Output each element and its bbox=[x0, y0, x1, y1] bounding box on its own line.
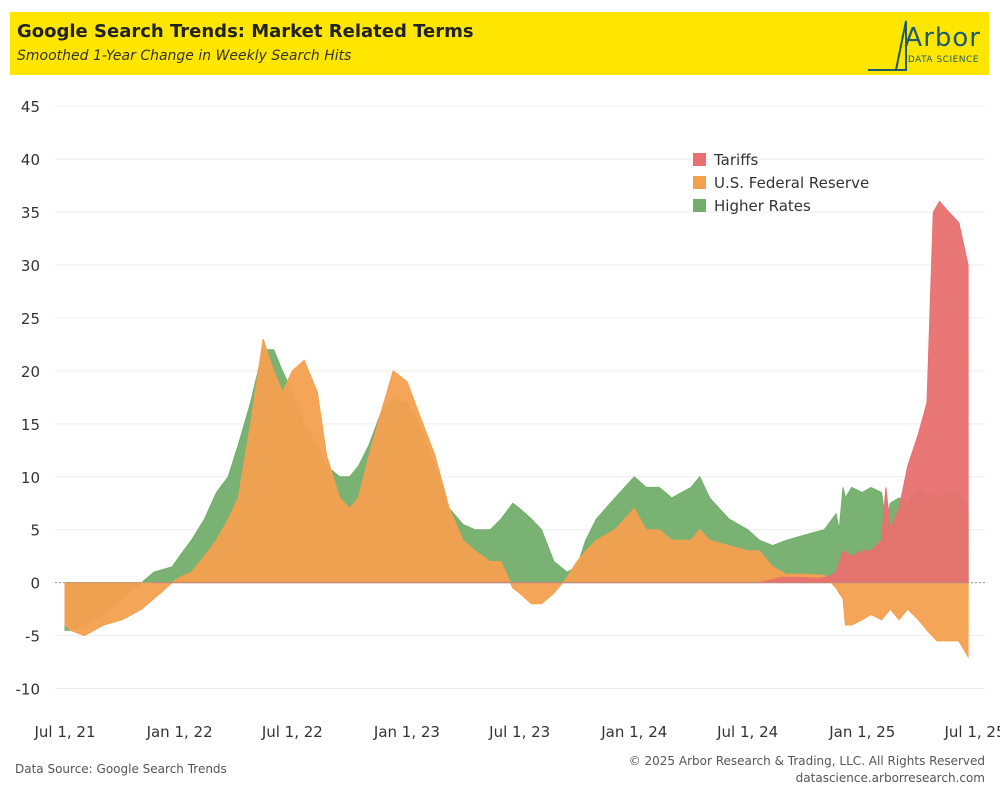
x-tick-label: Jan 1, 25 bbox=[828, 723, 895, 741]
legend-swatch-tariffs bbox=[693, 153, 706, 166]
y-tick-label: -10 bbox=[16, 681, 41, 699]
chart-title: Google Search Trends: Market Related Ter… bbox=[17, 21, 474, 42]
x-tick-label: Jul 1, 22 bbox=[261, 723, 323, 741]
y-tick-label: 0 bbox=[30, 575, 40, 593]
x-tick-label: Jul 1, 21 bbox=[33, 723, 95, 741]
x-tick-label: Jul 1, 24 bbox=[716, 723, 778, 741]
chart-subtitle: Smoothed 1-Year Change in Weekly Search … bbox=[17, 48, 352, 64]
arbor-logo-mark bbox=[868, 20, 907, 71]
chart-header: Google Search Trends: Market Related Ter… bbox=[10, 12, 989, 75]
y-tick-label: 45 bbox=[21, 98, 40, 116]
legend-swatch-fed bbox=[693, 176, 706, 189]
series-area-fed bbox=[64, 338, 969, 659]
legend-swatch-rates bbox=[693, 199, 706, 212]
y-tick-label: 10 bbox=[21, 469, 40, 487]
x-tick-label: Jan 1, 23 bbox=[373, 723, 440, 741]
y-tick-label: -5 bbox=[25, 628, 40, 646]
legend-item-tariffs: Tariffs bbox=[693, 148, 869, 171]
y-tick-label: 15 bbox=[21, 416, 40, 434]
x-tick-label: Jul 1, 23 bbox=[488, 723, 550, 741]
legend-item-fed: U.S. Federal Reserve bbox=[693, 171, 869, 194]
y-tick-label: 20 bbox=[21, 363, 40, 381]
legend-label-fed: U.S. Federal Reserve bbox=[714, 173, 870, 192]
y-tick-label: 40 bbox=[21, 151, 40, 169]
y-tick-label: 5 bbox=[30, 522, 40, 540]
series-area-tariffs bbox=[153, 200, 969, 584]
chart-legend: Tariffs U.S. Federal Reserve Higher Rate… bbox=[693, 148, 869, 217]
x-tick-label: Jul 1, 25 bbox=[943, 723, 1000, 741]
legend-label-tariffs: Tariffs bbox=[714, 150, 759, 169]
y-tick-label: 30 bbox=[21, 257, 40, 275]
logo-word: Arbor bbox=[904, 23, 981, 53]
y-tick-label: 25 bbox=[21, 310, 40, 328]
y-tick-label: 35 bbox=[21, 204, 40, 222]
arbor-logo: Arbor DATA SCIENCE bbox=[866, 18, 981, 72]
x-tick-label: Jan 1, 24 bbox=[600, 723, 667, 741]
x-tick-label: Jan 1, 22 bbox=[146, 723, 213, 741]
legend-label-rates: Higher Rates bbox=[714, 196, 811, 215]
website-text: datascience.arborresearch.com bbox=[795, 771, 985, 785]
logo-sub: DATA SCIENCE bbox=[907, 55, 979, 65]
copyright-text: © 2025 Arbor Research & Trading, LLC. Al… bbox=[628, 754, 985, 768]
data-source-note: Data Source: Google Search Trends bbox=[15, 762, 227, 776]
legend-item-rates: Higher Rates bbox=[693, 194, 869, 217]
copyright-block: © 2025 Arbor Research & Trading, LLC. Al… bbox=[629, 753, 985, 787]
